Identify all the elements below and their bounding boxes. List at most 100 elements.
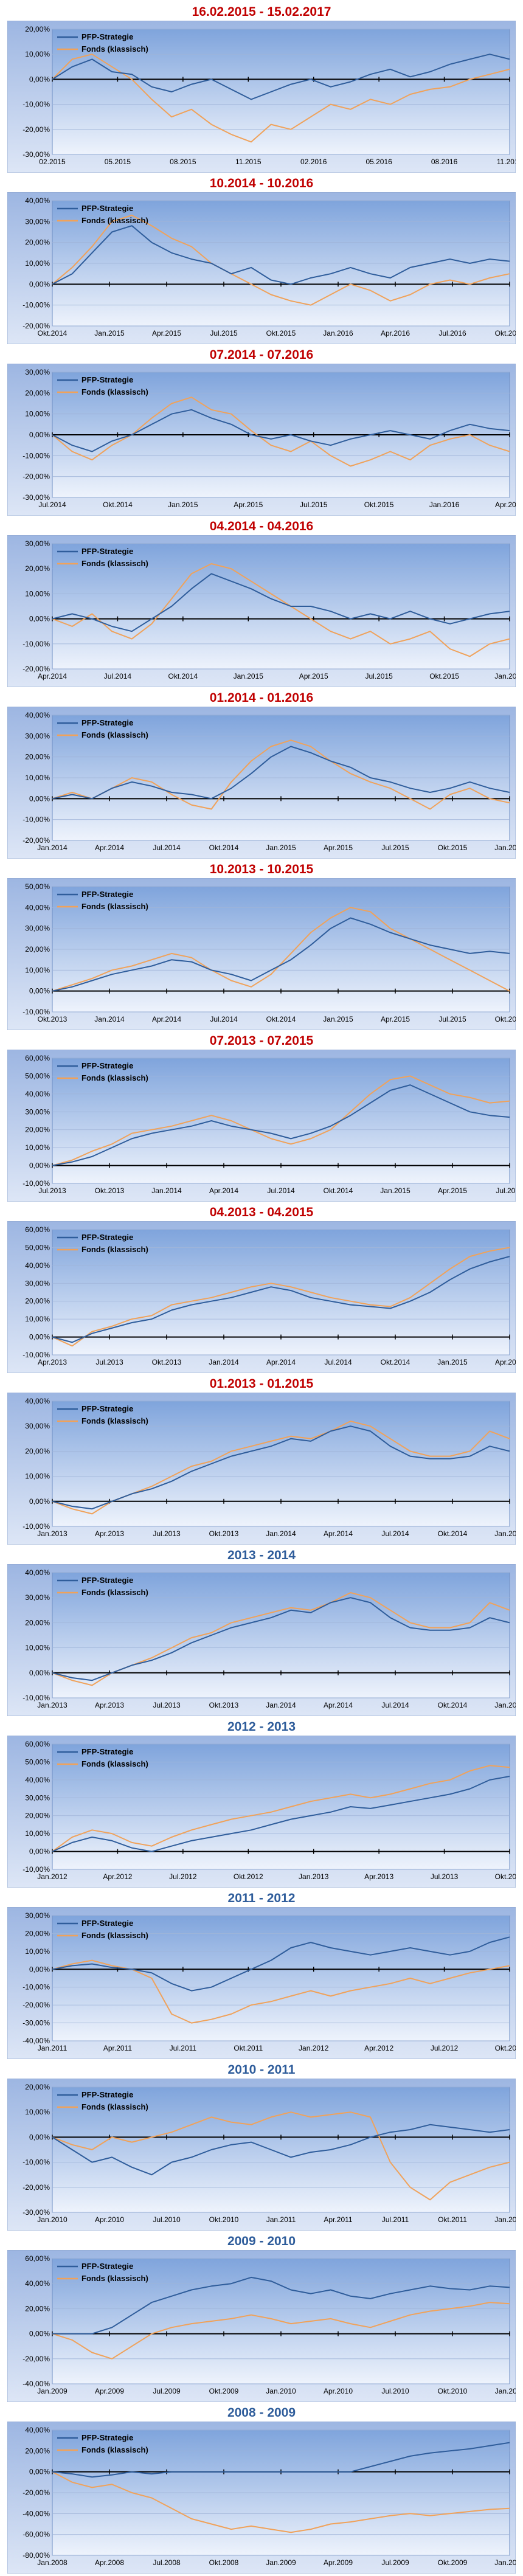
- x-tick-label: Apr.2014: [324, 1529, 353, 1538]
- legend-label-pfp: PFP-Strategie: [81, 375, 133, 384]
- x-tick-label: Okt.2014: [438, 1701, 468, 1709]
- series-line-pfp: [52, 2124, 510, 2176]
- series-line-fonds: [52, 1075, 510, 1166]
- y-tick-label: 20,00%: [25, 389, 50, 397]
- series-line-pfp: [52, 2442, 510, 2478]
- x-tick-label: Jan.2014: [209, 1358, 239, 1366]
- legend-label-fonds: Fonds (klassisch): [81, 44, 148, 54]
- legend-label-pfp: PFP-Strategie: [81, 1061, 133, 1070]
- x-tick-label: Okt.2013: [95, 1186, 125, 1195]
- y-tick-label: 0,00%: [29, 1497, 50, 1506]
- x-tick-label: Apr.2015: [324, 843, 353, 852]
- y-tick-label: -40,00%: [23, 2037, 50, 2045]
- series-line-pfp: [52, 1776, 510, 1852]
- y-tick-label: 10,00%: [25, 966, 50, 974]
- y-tick-label: -20,00%: [23, 2355, 50, 2363]
- y-tick-label: 10,00%: [25, 1829, 50, 1838]
- chart-title: 10.2013 - 10.2015: [209, 862, 314, 876]
- legend-label-fonds: Fonds (klassisch): [81, 1931, 148, 1940]
- y-tick-label: -20,00%: [23, 473, 50, 481]
- y-tick-label: 20,00%: [25, 2304, 50, 2313]
- y-tick-label: -10,00%: [23, 301, 50, 310]
- y-tick-label: -10,00%: [23, 1983, 50, 1992]
- y-tick-label: 20,00%: [25, 1126, 50, 1134]
- y-tick-label: 40,00%: [25, 2426, 50, 2434]
- x-tick-label: Apr.2014: [95, 843, 124, 852]
- line-chart: 40,00% 30,00% 20,00% 10,00% 0,00% -10,00% -20,…: [7, 707, 516, 859]
- legend-label-pfp: PFP-Strategie: [81, 2262, 133, 2271]
- x-tick-label: Apr.2016: [495, 500, 516, 509]
- y-tick-label: 50,00%: [25, 1757, 50, 1766]
- x-tick-label: Jul.2011: [382, 2215, 409, 2224]
- x-tick-label: Jan.2014: [94, 1015, 125, 1023]
- legend-label-fonds: Fonds (klassisch): [81, 1759, 148, 1768]
- line-chart: 60,00%40,00%20,00%0,00%-20,00%-40,00%Jan…: [7, 2250, 516, 2402]
- line-chart: 60,00% 50,00% 40,00% 30,00% 20,00% 10,00% 0,00…: [7, 1221, 516, 1373]
- legend-label-pfp: PFP-Strategie: [81, 2090, 133, 2099]
- x-tick-label: Okt.2013: [209, 1701, 239, 1709]
- x-tick-label: Jan.2009: [37, 2387, 68, 2395]
- chart-block: 10.2014 - 10.2016 40,00% 30,00% 20,00% 10,00…: [0, 175, 523, 347]
- x-tick-label: Okt.2014: [209, 843, 239, 852]
- x-tick-label: Jan.2016: [494, 843, 516, 852]
- x-tick-label: Jan.2013: [299, 1872, 329, 1881]
- series-line-pfp: [52, 1256, 510, 1343]
- x-tick-label: Jul.2014: [104, 672, 132, 680]
- chart-title: 2013 - 2014: [227, 1548, 296, 1562]
- x-tick-label: Apr.2013: [95, 1701, 124, 1709]
- x-tick-label: Jul.2015: [365, 672, 393, 680]
- x-tick-label: Jul.2015: [210, 329, 238, 338]
- y-tick-label: 40,00%: [25, 196, 50, 205]
- x-tick-label: Jan.2015: [323, 1015, 353, 1023]
- series-line-fonds: [52, 54, 510, 143]
- y-tick-label: 20,00%: [25, 753, 50, 761]
- y-tick-label: 40,00%: [25, 1397, 50, 1405]
- x-tick-label: Okt.2014: [438, 1529, 468, 1538]
- y-tick-label: 20,00%: [25, 238, 50, 247]
- y-tick-label: -80,00%: [23, 2551, 50, 2560]
- y-tick-label: -30,00%: [23, 150, 50, 159]
- x-tick-label: Jul.2010: [381, 2387, 409, 2395]
- chart-title: 07.2014 - 07.2016: [209, 348, 314, 362]
- y-tick-label: 0,00%: [29, 280, 50, 288]
- series-line-fonds: [52, 739, 510, 810]
- line-chart: 60,00% 50,00% 40,00% 30,00% 20,00% 10,00% 0,00…: [7, 1736, 516, 1888]
- y-tick-label: -20,00%: [23, 2001, 50, 2009]
- plot-area: [52, 1915, 510, 2041]
- x-tick-label: Okt.2013: [38, 1015, 68, 1023]
- x-tick-label: Okt.2012: [495, 2044, 516, 2052]
- y-tick-label: 10,00%: [25, 589, 50, 598]
- chart-block: 16.02.2015 - 15.02.2017 20,00% 10,00% 0,00%…: [0, 4, 523, 175]
- x-tick-label: Jan.2016: [494, 672, 516, 680]
- chart-title: 2008 - 2009: [227, 2406, 296, 2420]
- x-tick-label: Okt.2014: [324, 1186, 353, 1195]
- x-tick-label: Jan.2011: [266, 2215, 296, 2224]
- legend-label-fonds: Fonds (klassisch): [81, 1073, 148, 1082]
- legend-label-pfp: PFP-Strategie: [81, 890, 133, 899]
- y-tick-label: 20,00%: [25, 945, 50, 954]
- x-tick-label: Jul.2014: [324, 1358, 352, 1366]
- y-tick-label: 40,00%: [25, 2279, 50, 2288]
- series-line-fonds: [52, 563, 510, 657]
- x-tick-label: Jul.2014: [210, 1015, 238, 1023]
- y-tick-label: 60,00%: [25, 1054, 50, 1062]
- series-line-fonds: [52, 396, 510, 467]
- legend-label-fonds: Fonds (klassisch): [81, 1416, 148, 1425]
- y-tick-label: 0,00%: [29, 1669, 50, 1677]
- x-tick-label: Apr.2011: [103, 2044, 132, 2052]
- x-tick-label: Jan.2015: [380, 1186, 410, 1195]
- x-tick-label: Jul.2012: [169, 1872, 197, 1881]
- x-tick-label: Jan.2015: [168, 500, 198, 509]
- chart-title: 07.2013 - 07.2015: [209, 1034, 314, 1048]
- x-tick-label: Apr.2013: [38, 1358, 67, 1366]
- line-chart: 20,00%10,00%0,00%-10,00%-20,00%-30,00%02…: [7, 21, 516, 173]
- y-tick-label: 0,00%: [29, 615, 50, 623]
- x-tick-label: Jan.2010: [494, 2558, 516, 2567]
- line-chart: 50,00% 40,00% 30,00% 20,00% 10,00% 0,00% -10,0…: [7, 878, 516, 1030]
- y-tick-label: -10,00%: [23, 1522, 50, 1531]
- x-tick-label: Jul.2010: [153, 2215, 181, 2224]
- plot-area: [52, 2086, 510, 2213]
- y-tick-label: -20,00%: [23, 836, 50, 845]
- x-tick-label: Okt.2013: [495, 1872, 516, 1881]
- x-tick-label: Jul.2014: [38, 500, 66, 509]
